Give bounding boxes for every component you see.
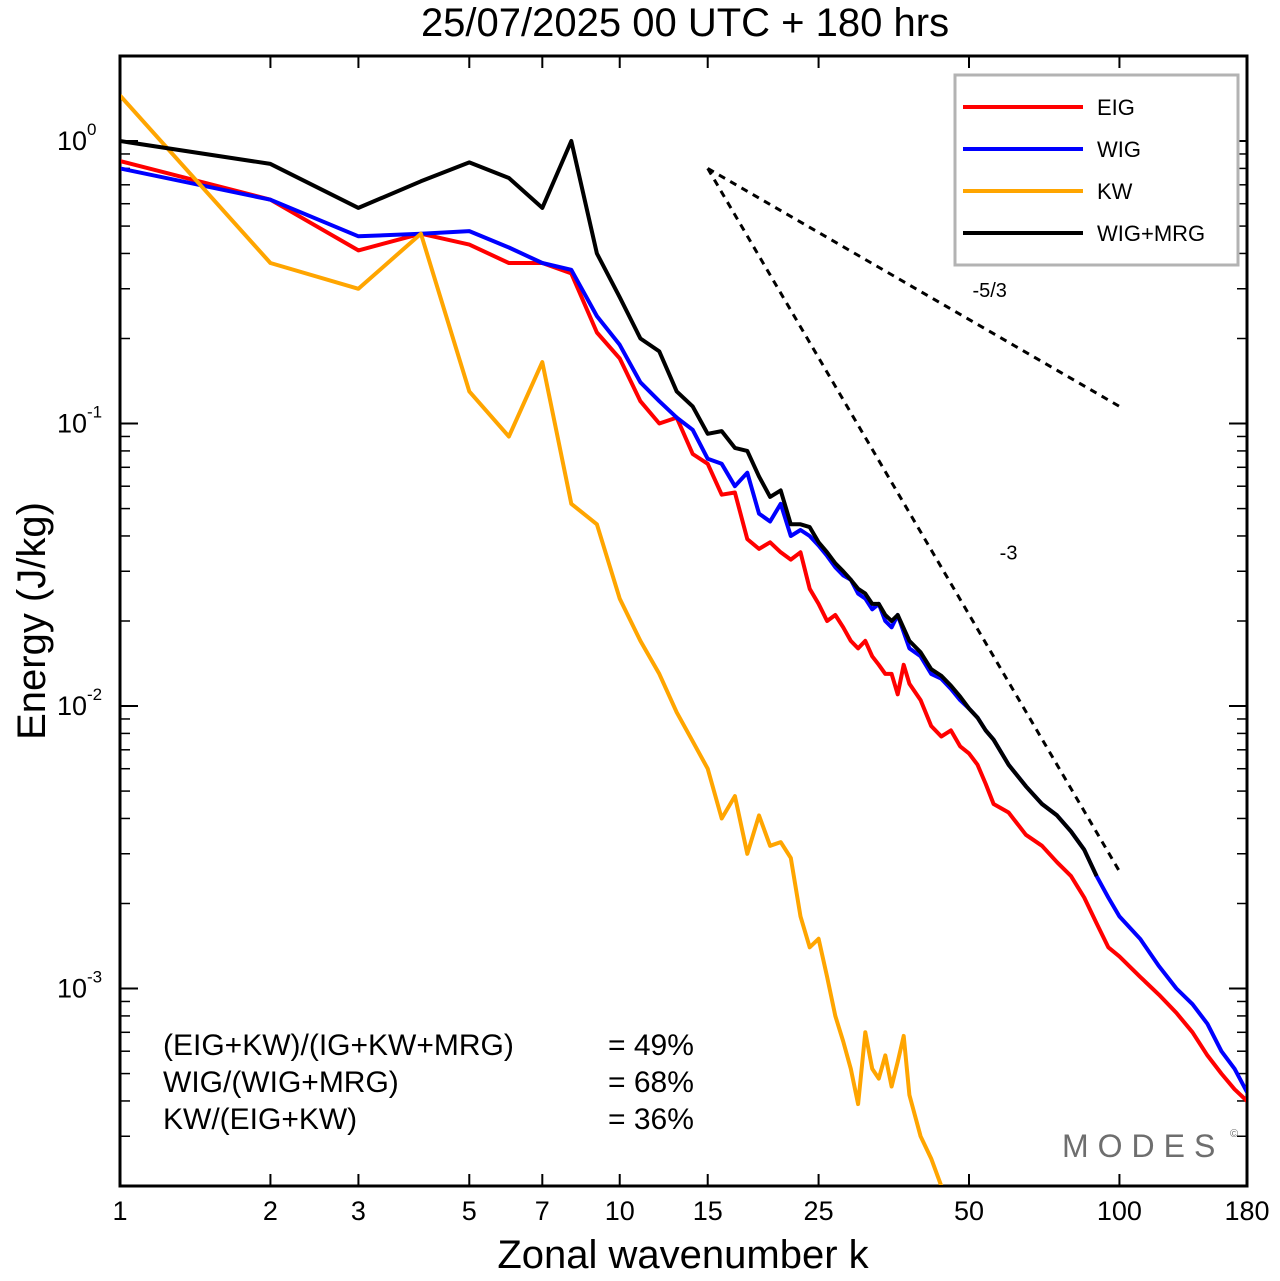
- legend-label: EIG: [1097, 95, 1135, 120]
- x-tick-label: 5: [462, 1196, 477, 1226]
- x-tick-label: 3: [351, 1196, 366, 1226]
- ratio-value: = 68%: [608, 1066, 694, 1099]
- ratio-annotation: WIG/(WIG+MRG) = 68%: [163, 1066, 694, 1099]
- y-tick-exponent: 0: [87, 120, 96, 139]
- ratio-label: WIG/(WIG+MRG): [163, 1066, 399, 1099]
- y-tick-base: 10: [57, 974, 87, 1004]
- legend-item: KW: [963, 179, 1133, 204]
- ratio-annotation: (EIG+KW)/(IG+KW+MRG) = 49%: [163, 1029, 694, 1062]
- series-line-eig: [121, 159, 1246, 1103]
- series-line-wig-mrg: [121, 139, 1099, 877]
- x-tick-label: 7: [535, 1196, 550, 1226]
- chart-title: 25/07/2025 00 UTC + 180 hrs: [421, 1, 949, 45]
- legend-label: WIG+MRG: [1097, 221, 1205, 246]
- y-tick-label: 10 -2: [57, 685, 102, 721]
- copyright-mark: ©: [1230, 1128, 1238, 1140]
- series-lines: [121, 94, 1246, 1185]
- modes-logo: MODES ©: [1062, 1128, 1238, 1164]
- x-axis-label: Zonal wavenumber k: [497, 1233, 869, 1277]
- legend-label: KW: [1097, 179, 1133, 204]
- ratio-annotation: KW/(EIG+KW) = 36%: [163, 1103, 694, 1136]
- x-tick-label: 10: [605, 1196, 635, 1226]
- series-line-kw: [121, 94, 944, 1185]
- axis-ticks: [119, 55, 1248, 1187]
- series-line-wig: [121, 166, 1246, 1094]
- legend-item: EIG: [963, 95, 1135, 120]
- y-tick-base: 10: [57, 691, 87, 721]
- y-axis-label: Energy (J/kg): [10, 502, 54, 740]
- legend: EIG WIG KW WIG+MRG: [953, 73, 1240, 267]
- ratio-value: = 36%: [608, 1103, 694, 1136]
- reference-slopes: -5/3 -3: [706, 167, 1121, 873]
- x-tick-label: 50: [954, 1196, 984, 1226]
- legend-label: WIG: [1097, 137, 1141, 162]
- reference-slope-label: -5/3: [972, 280, 1006, 302]
- x-tick-label: 1: [112, 1196, 127, 1226]
- y-tick-base: 10: [57, 126, 87, 156]
- reference-slope-label: -3: [1000, 543, 1018, 565]
- ratio-label: KW/(EIG+KW): [163, 1103, 357, 1136]
- legend-item: WIG: [963, 137, 1141, 162]
- y-tick-label: 10 0: [57, 120, 96, 156]
- x-tick-label: 100: [1097, 1196, 1142, 1226]
- y-tick-label: 10 -3: [57, 968, 102, 1004]
- y-tick-base: 10: [57, 409, 87, 439]
- y-tick-exponent: -3: [87, 968, 102, 987]
- modes-watermark: MODES: [1062, 1128, 1224, 1164]
- x-tick-label: 15: [693, 1196, 723, 1226]
- ratio-label: (EIG+KW)/(IG+KW+MRG): [163, 1029, 514, 1062]
- energy-ratio-annotations: (EIG+KW)/(IG+KW+MRG) = 49% WIG/(WIG+MRG) = …: [163, 1029, 694, 1136]
- legend-item: WIG+MRG: [963, 221, 1205, 246]
- reference-slope-line: [706, 167, 1121, 408]
- y-tick-label: 10 -1: [57, 403, 102, 439]
- ratio-value: = 49%: [608, 1029, 694, 1062]
- x-tick-label: 180: [1224, 1196, 1269, 1226]
- y-tick-exponent: -2: [87, 685, 102, 704]
- reference-slope-line: [706, 167, 1121, 873]
- x-tick-labels: 1 2 3 5 7 10 15 25 50 100 180: [112, 1196, 1269, 1226]
- x-tick-label: 2: [263, 1196, 278, 1226]
- y-tick-exponent: -1: [87, 403, 102, 422]
- x-tick-label: 25: [804, 1196, 834, 1226]
